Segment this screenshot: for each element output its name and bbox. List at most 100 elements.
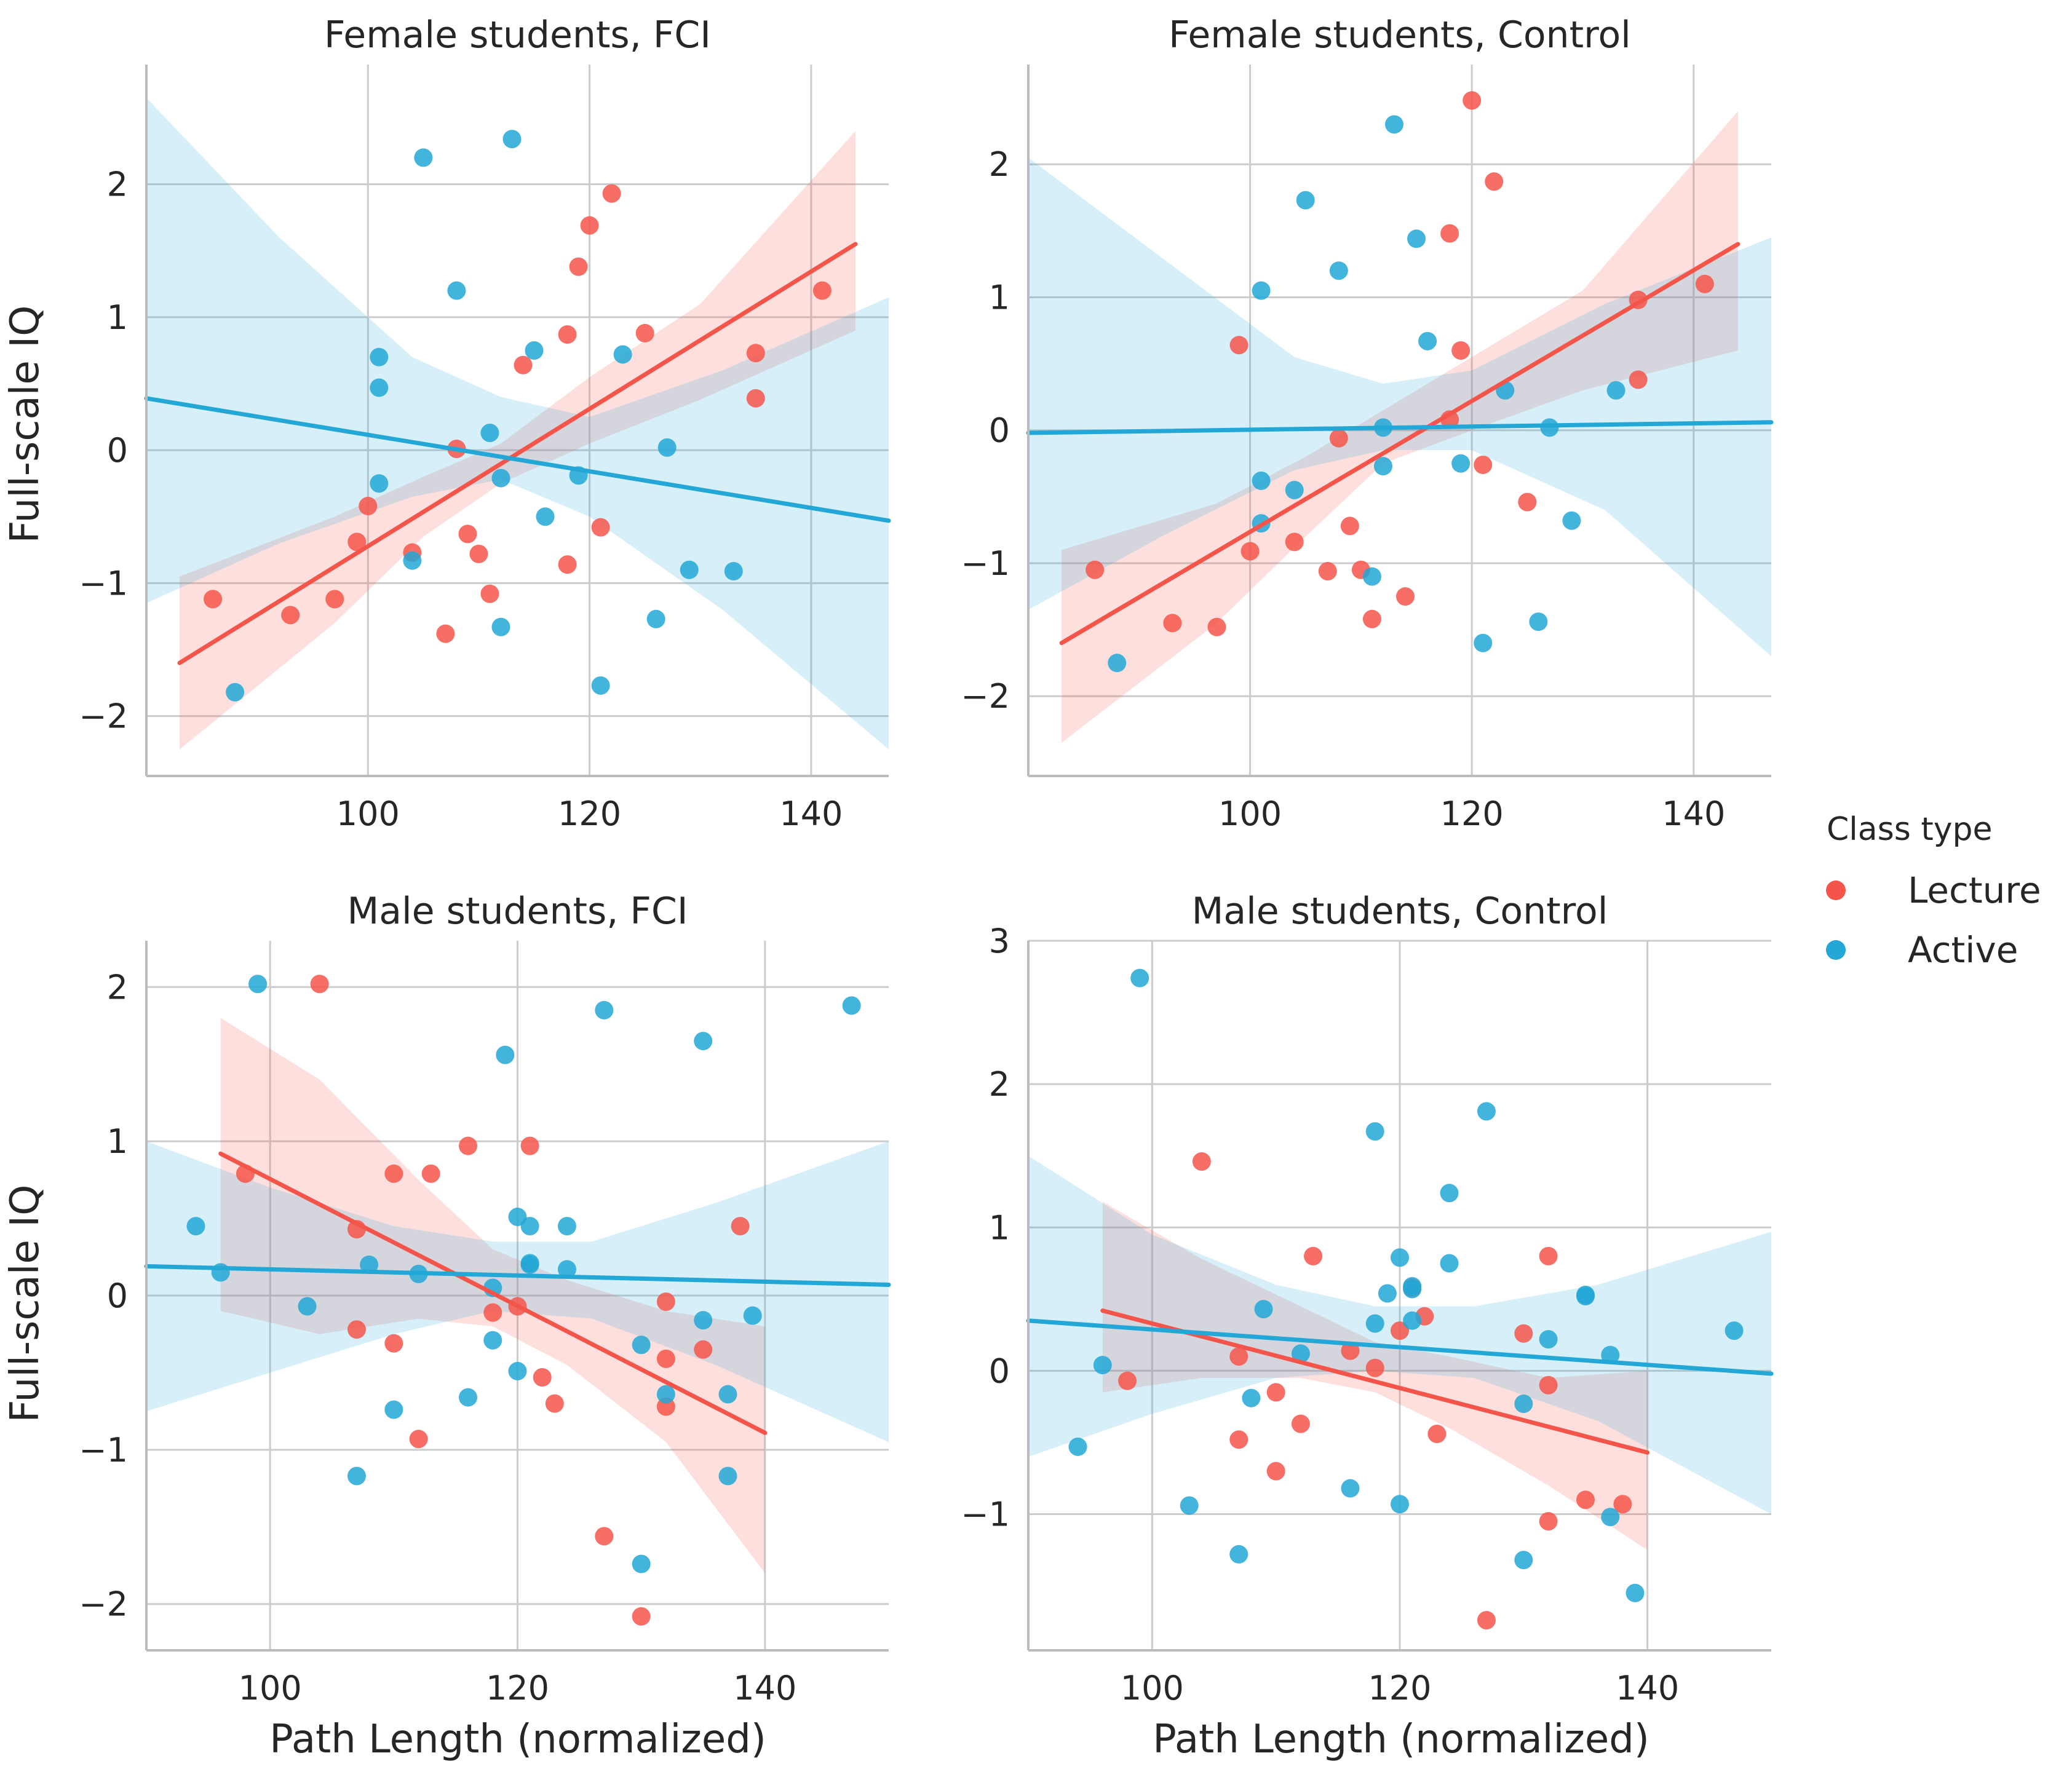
- data-point-lecture: [533, 1367, 552, 1387]
- data-point-active: [1329, 261, 1348, 280]
- data-point-lecture: [1427, 1424, 1447, 1443]
- data-point-lecture: [1285, 532, 1304, 552]
- data-point-lecture: [347, 1320, 366, 1339]
- data-point-lecture: [1163, 614, 1182, 633]
- regression-line-lecture: [1059, 242, 1741, 646]
- data-point-active: [360, 1255, 379, 1274]
- points-lecture: [1118, 1152, 1632, 1630]
- data-point-lecture: [591, 518, 610, 537]
- y-tick-label: −1: [79, 564, 128, 603]
- data-point-lecture: [421, 1164, 440, 1183]
- data-point-lecture: [1477, 1611, 1496, 1630]
- panel-title: Male students, Control: [1192, 890, 1608, 933]
- data-point-active: [1068, 1437, 1087, 1456]
- data-point-active: [491, 469, 510, 488]
- data-point-active: [557, 1217, 576, 1236]
- data-point-active: [694, 1032, 713, 1051]
- data-point-lecture: [469, 544, 488, 563]
- data-point-active: [298, 1297, 317, 1316]
- data-point-active: [248, 975, 268, 994]
- data-point-active: [1514, 1551, 1533, 1570]
- data-point-active: [1291, 1344, 1310, 1363]
- data-point-lecture: [545, 1394, 564, 1413]
- data-point-lecture: [1329, 429, 1348, 448]
- data-point-active: [842, 996, 861, 1015]
- data-point-active: [1252, 281, 1271, 300]
- data-point-lecture: [347, 532, 367, 552]
- data-point-active: [1378, 1284, 1397, 1303]
- panel-male-control: −1 0 1 2 3 100 120 140 Male students, Control: [961, 890, 1774, 1708]
- data-point-lecture: [1539, 1246, 1558, 1265]
- data-point-lecture: [1451, 341, 1471, 360]
- regression-line-lecture: [218, 1151, 768, 1435]
- data-point-active: [1601, 1345, 1620, 1364]
- x-tick-label: 140: [1616, 1669, 1679, 1708]
- y-tick-label: −2: [79, 697, 128, 736]
- data-point-active: [1514, 1395, 1533, 1414]
- regression-line-lecture: [177, 242, 858, 665]
- legend-title: Class type: [1827, 811, 1993, 848]
- data-point-active: [656, 1385, 675, 1404]
- data-point-lecture: [580, 216, 599, 235]
- ci-band-lecture: [180, 131, 855, 750]
- data-point-lecture: [1695, 274, 1714, 293]
- data-point-active: [1391, 1248, 1409, 1267]
- confidence-bands: [146, 98, 889, 750]
- data-point-active: [1474, 633, 1493, 652]
- data-point-active: [613, 345, 632, 364]
- data-point-lecture: [1576, 1490, 1595, 1510]
- x-tick-label: 120: [486, 1669, 549, 1708]
- y-tick-label: 0: [989, 1352, 1010, 1390]
- data-point-active: [1285, 481, 1304, 500]
- y-tick-label: 2: [107, 165, 128, 204]
- data-point-lecture: [281, 606, 300, 625]
- data-point-active: [1529, 612, 1548, 631]
- data-point-lecture: [1266, 1462, 1285, 1481]
- data-point-active: [680, 560, 699, 579]
- x-tick-label: 100: [239, 1669, 302, 1708]
- regression-line-active: [1026, 1318, 1774, 1376]
- data-point-lecture: [325, 590, 344, 609]
- data-point-active: [536, 507, 555, 526]
- y-tick-label: 0: [107, 431, 128, 470]
- y-tick-label: −2: [961, 677, 1010, 716]
- ci-band-active: [146, 1141, 889, 1443]
- data-point-active: [1130, 968, 1149, 987]
- data-point-lecture: [1229, 1347, 1248, 1366]
- data-point-active: [724, 561, 743, 580]
- data-point-active: [1606, 381, 1625, 400]
- points-active: [1068, 968, 1744, 1602]
- data-point-active: [1229, 1545, 1248, 1564]
- data-point-active: [1242, 1388, 1261, 1407]
- data-point-lecture: [359, 496, 378, 515]
- points-lecture: [1086, 91, 1714, 636]
- data-point-active: [186, 1217, 205, 1236]
- data-point-active: [347, 1466, 366, 1486]
- regression-line-active: [144, 1264, 891, 1287]
- data-point-active: [595, 1000, 614, 1019]
- data-point-active: [1093, 1356, 1112, 1375]
- data-point-lecture: [1485, 172, 1504, 191]
- data-point-active: [502, 130, 522, 149]
- data-point-active: [370, 378, 389, 397]
- data-point-active: [520, 1254, 539, 1273]
- data-point-active: [1362, 567, 1381, 586]
- legend-marker-active: [1826, 940, 1846, 960]
- data-point-lecture: [1240, 542, 1260, 561]
- data-point-lecture: [1341, 1341, 1360, 1360]
- data-point-lecture: [409, 1430, 428, 1449]
- x-axis-label-right: Path Length (normalized): [1153, 1717, 1649, 1762]
- data-point-active: [1391, 1495, 1409, 1514]
- panel-male-fci: −2 −1 0 1 2 100 120 140 Male students, FCI: [79, 890, 891, 1708]
- data-point-active: [657, 438, 677, 457]
- data-point-lecture: [812, 281, 832, 300]
- x-axis-label-left: Path Length (normalized): [269, 1717, 766, 1762]
- data-point-active: [1365, 1122, 1384, 1141]
- legend: Class type Lecture Active: [1826, 811, 2041, 971]
- data-point-lecture: [1291, 1414, 1310, 1433]
- y-tick-label: −1: [961, 1495, 1010, 1534]
- data-point-lecture: [1086, 560, 1105, 579]
- y-tick-label: 3: [989, 922, 1010, 960]
- data-point-active: [1725, 1321, 1744, 1340]
